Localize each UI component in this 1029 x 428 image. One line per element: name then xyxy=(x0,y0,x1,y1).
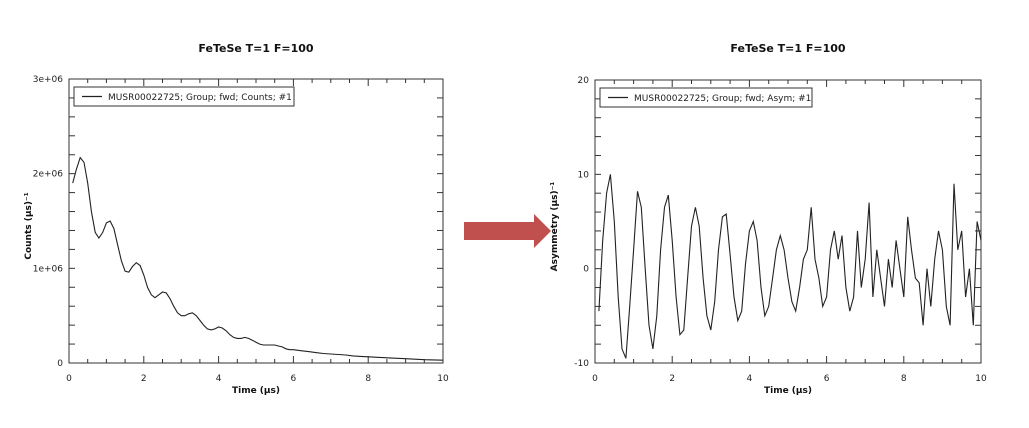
x-tick-label: 6 xyxy=(291,374,297,384)
chart-title: FeTeSe T=1 F=100 xyxy=(730,42,845,55)
y-tick-label: 20 xyxy=(578,76,590,86)
y-axis-label: Counts (µs)⁻¹ xyxy=(24,192,34,259)
x-tick-label: 10 xyxy=(437,374,449,384)
x-tick-label: 0 xyxy=(592,374,598,384)
y-tick-label: 0 xyxy=(57,359,63,369)
x-tick-label: 4 xyxy=(216,374,222,384)
x-tick-label: 2 xyxy=(669,374,675,384)
x-axis-label: Time (µs) xyxy=(232,386,280,396)
y-tick-label: 10 xyxy=(578,170,590,180)
legend-box xyxy=(599,87,813,108)
y-tick-label: -10 xyxy=(574,359,589,369)
y-tick-label: 3e+06 xyxy=(33,75,64,85)
y-axis-label: Asymmetry (µs)⁻¹ xyxy=(550,182,560,272)
x-tick-label: 8 xyxy=(365,374,371,384)
y-tick-label: 0 xyxy=(583,265,589,275)
x-tick-label: 0 xyxy=(66,374,72,384)
plot-frame xyxy=(68,78,444,364)
x-tick-label: 10 xyxy=(975,374,987,384)
y-tick-label: 1e+06 xyxy=(33,264,64,274)
x-axis-label: Time (µs) xyxy=(764,386,812,396)
x-tick-label: 2 xyxy=(141,374,147,384)
y-tick-label: 2e+06 xyxy=(33,170,64,180)
chart-title: FeTeSe T=1 F=100 xyxy=(198,42,313,55)
counts-chart: FeTeSe T=1 F=100 0 2 4 6 8 10 0 1e+06 2e+06 3e+06 T… xyxy=(24,42,449,396)
x-tick-label: 8 xyxy=(901,374,907,384)
legend-label: MUSR00022725; Group; fwd; Asym; #1 xyxy=(634,94,811,104)
x-tick-label: 4 xyxy=(747,374,753,384)
series-line xyxy=(72,156,444,361)
series-line xyxy=(598,174,982,359)
right-arrow-icon xyxy=(464,214,551,248)
legend-box xyxy=(73,86,295,107)
legend-label: MUSR00022725; Group; fwd; Counts; #1 xyxy=(108,93,292,103)
x-tick-label: 6 xyxy=(824,374,830,384)
